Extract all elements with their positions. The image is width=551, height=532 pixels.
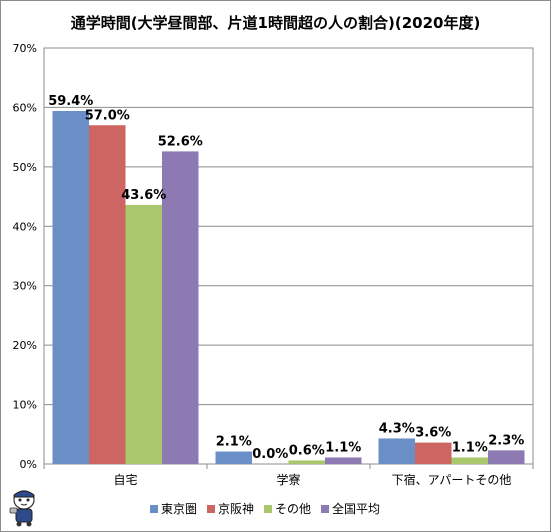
- data-label: 4.3%: [379, 421, 415, 436]
- data-label: 3.6%: [415, 426, 451, 441]
- data-label: 1.1%: [325, 440, 361, 455]
- data-label: 59.4%: [48, 94, 93, 109]
- data-label: 1.1%: [452, 440, 488, 455]
- data-label: 2.3%: [488, 433, 524, 448]
- y-tick-label: 20%: [13, 339, 37, 352]
- bar: [378, 438, 415, 464]
- y-tick-label: 40%: [13, 220, 37, 233]
- legend-swatch-keihanshin: [207, 504, 216, 513]
- bar: [52, 110, 89, 464]
- legend-swatch-other: [264, 504, 273, 513]
- bar: [451, 457, 488, 464]
- y-tick-label: 50%: [13, 161, 37, 174]
- legend-item-other: その他: [264, 500, 311, 517]
- bar: [488, 450, 525, 464]
- bar: [89, 125, 126, 464]
- legend-swatch-tokyo: [150, 504, 158, 513]
- bar: [162, 151, 199, 465]
- legend-label-national: 全国平均: [332, 502, 381, 516]
- legend-label-keihanshin: 京阪神: [218, 502, 255, 516]
- legend-label-other: その他: [275, 502, 312, 516]
- data-label: 43.6%: [121, 188, 166, 203]
- y-tick-label: 70%: [13, 42, 37, 55]
- data-label: 0.0%: [252, 447, 288, 462]
- y-tick-label: 0%: [20, 458, 37, 471]
- data-label: 0.6%: [289, 443, 325, 458]
- bar: [288, 460, 325, 464]
- bar: [125, 204, 162, 465]
- bar: [415, 442, 452, 464]
- x-tick-label: 学寮: [276, 472, 300, 487]
- legend-item-national: 全国平均: [321, 500, 380, 517]
- chart-title: 通学時間(大学昼間部、片道1時間超の人の割合)(2020年度): [70, 14, 481, 32]
- y-tick-label: 10%: [13, 399, 37, 412]
- x-tick-label: 自宅: [113, 472, 137, 487]
- data-label: 2.1%: [216, 435, 252, 450]
- y-tick-label: 30%: [13, 280, 37, 293]
- legend-label-tokyo: 東京圏: [161, 502, 198, 516]
- y-tick-label: 60%: [13, 101, 37, 114]
- legend-item-tokyo: 東京圏: [150, 500, 197, 517]
- data-label: 52.6%: [158, 134, 203, 149]
- x-tick-label: 下宿、アパートその他: [392, 472, 512, 487]
- mascot-icon: [9, 490, 35, 527]
- legend-swatch-national: [321, 504, 330, 513]
- legend: 東京圏 京阪神 その他 全国平均: [150, 500, 390, 517]
- bar: [325, 457, 362, 464]
- data-label: 57.0%: [85, 108, 130, 123]
- bar: [215, 451, 252, 464]
- legend-item-keihanshin: 京阪神: [207, 500, 254, 517]
